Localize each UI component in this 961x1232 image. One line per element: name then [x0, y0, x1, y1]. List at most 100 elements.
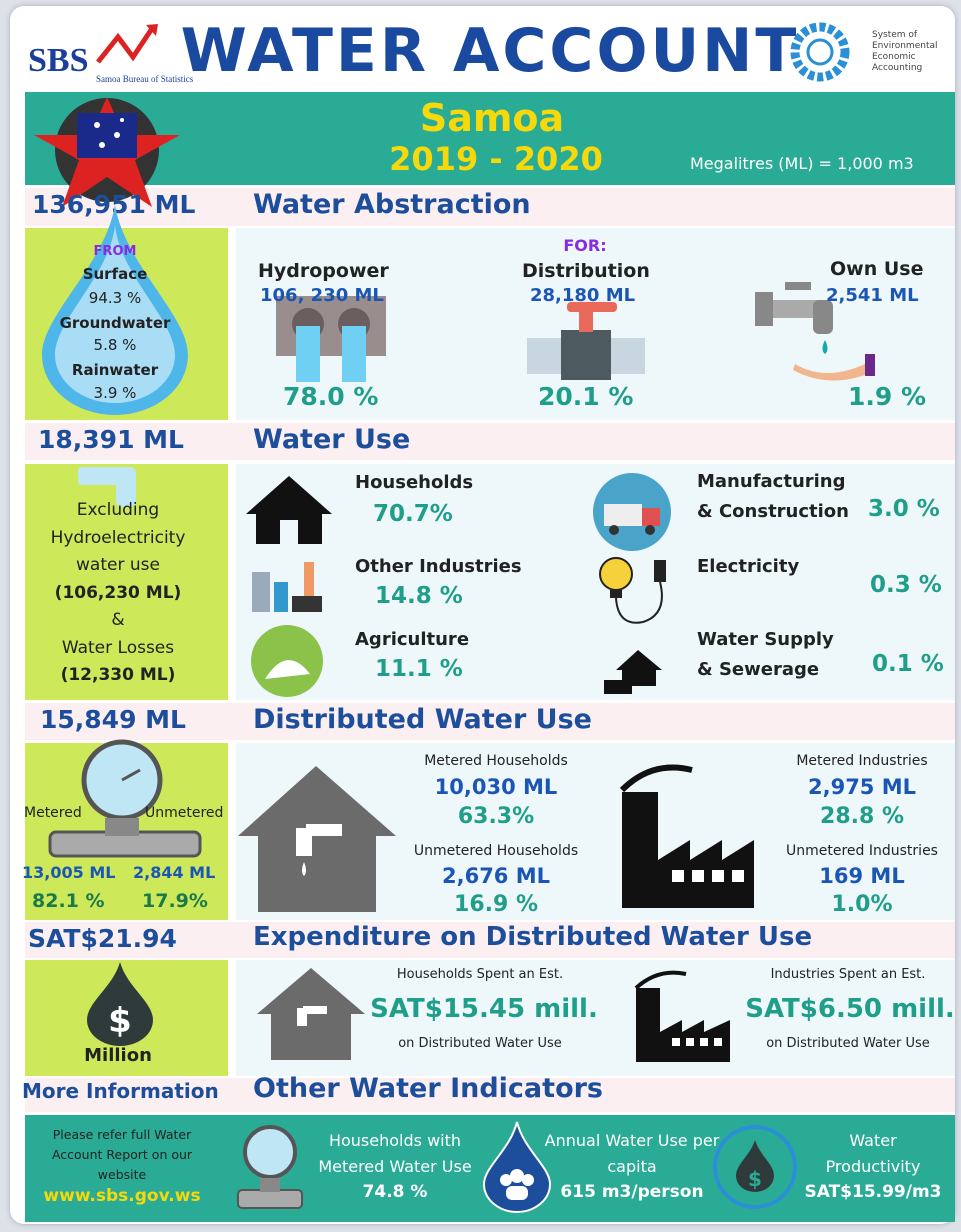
- section-heading: Other Water Indicators: [253, 1073, 603, 1104]
- section-total: 15,849 ML: [40, 705, 186, 734]
- section-heading: Expenditure on Distributed Water Use: [253, 922, 812, 952]
- dist-label: Unmetered Households: [414, 843, 578, 859]
- factory-icon: [630, 968, 740, 1062]
- meter-label: Metered: [24, 805, 82, 821]
- sector-name: Agriculture: [355, 629, 469, 650]
- seea-logo: [790, 22, 850, 82]
- dist-share: 28.8 %: [820, 804, 904, 829]
- seea-line: Environmental: [872, 41, 937, 52]
- unit-note: Megalitres (ML) = 1,000 m3: [690, 154, 914, 173]
- dist-amount: 2,975 ML: [808, 775, 916, 799]
- sector-name: Electricity: [697, 556, 799, 577]
- house-icon: [244, 474, 334, 546]
- note-line: (106,230 ML): [51, 580, 186, 608]
- indicator-label: Annual Water Use per capita: [545, 1128, 720, 1180]
- note-line: water use: [51, 552, 186, 580]
- section-heading: Distributed Water Use: [253, 704, 592, 735]
- use-amount: 2,541 ML: [826, 285, 919, 306]
- sector-share: 3.0 %: [868, 496, 940, 522]
- indicator-value: 615 m3/person: [560, 1182, 703, 1202]
- meter-label: Unmetered: [145, 805, 223, 821]
- page: SBS Samoa Bureau of Statistics WATER ACC…: [0, 0, 961, 1232]
- use-name: Hydropower: [258, 260, 389, 282]
- spend-pre: Households Spent an Est.: [397, 967, 563, 982]
- country: Samoa: [420, 96, 564, 140]
- indicator-label: Households with Metered Water Use: [300, 1128, 490, 1180]
- source-share: 94.3 %: [89, 289, 141, 307]
- house-tap-icon: [255, 966, 367, 1062]
- section-heading: Water Use: [253, 424, 410, 455]
- truck-icon: [592, 472, 672, 552]
- meter-share: 17.9%: [142, 890, 208, 912]
- note-line: (12,330 ML): [51, 662, 186, 690]
- indicator-label: Water Productivity: [808, 1128, 938, 1180]
- dist-amount: 10,030 ML: [435, 775, 558, 799]
- industry-icon: [252, 552, 324, 614]
- from-label: FROM: [94, 244, 137, 259]
- source-name: Rainwater: [72, 361, 158, 379]
- sector-name: & Sewerage: [697, 659, 819, 680]
- dist-label: Metered Industries: [796, 753, 927, 769]
- indicator-value: 74.8 %: [363, 1182, 428, 1202]
- use-name: Distribution: [522, 260, 650, 282]
- dist-amount: 169 ML: [819, 864, 904, 888]
- source-share: 3.9 %: [94, 384, 137, 402]
- dist-share: 1.0%: [831, 892, 892, 917]
- factory-icon: [612, 760, 772, 910]
- section-total: SAT$21.94: [28, 924, 177, 953]
- seea-text: System of Environmental Economic Account…: [872, 30, 937, 74]
- meter-amount: 2,844 ML: [133, 863, 215, 882]
- use-share: 20.1 %: [538, 382, 633, 411]
- dollar-icon: $: [712, 1124, 798, 1210]
- sector-name: & Construction: [697, 501, 849, 522]
- dollar-drop-icon: $: [85, 962, 155, 1046]
- sector-share: 11.1 %: [375, 656, 463, 682]
- logo-text: SBS: [28, 42, 89, 80]
- meter-share: 82.1 %: [32, 890, 105, 912]
- dist-label: Metered Households: [424, 753, 568, 769]
- expenditure-unit: Million: [84, 1045, 152, 1066]
- note-line: Hydroelectricity: [51, 525, 186, 553]
- people-drop-icon: [482, 1122, 552, 1214]
- sector-share: 14.8 %: [375, 583, 463, 609]
- seea-line: Accounting: [872, 63, 937, 74]
- source-name: Surface: [83, 265, 148, 283]
- dist-label: Unmetered Industries: [786, 843, 938, 859]
- sector-name: Water Supply: [697, 629, 834, 650]
- footer-note: Please refer full Water Account Report o…: [32, 1125, 212, 1185]
- use-amount: 28,180 ML: [530, 285, 635, 306]
- hydropower-icon: [276, 296, 386, 382]
- sector-name: Manufacturing: [697, 471, 846, 492]
- meter-amount: 13,005 ML: [22, 863, 115, 882]
- spend-post: on Distributed Water Use: [393, 1033, 568, 1054]
- seea-line: Economic: [872, 52, 937, 63]
- use-share: 78.0 %: [283, 382, 378, 411]
- for-label: FOR:: [563, 236, 606, 255]
- meter-icon: [234, 1124, 304, 1216]
- org-name: Samoa Bureau of Statistics: [96, 74, 193, 84]
- source-share: 5.8 %: [94, 336, 137, 354]
- section-total: 18,391 ML: [38, 425, 184, 454]
- dist-share: 16.9 %: [454, 892, 538, 917]
- svg-text:$: $: [748, 1167, 762, 1191]
- distribution-icon: [527, 300, 645, 380]
- dist-share: 63.3%: [458, 804, 534, 829]
- use-amount: 106, 230 ML: [260, 285, 384, 306]
- website[interactable]: www.sbs.gov.ws: [43, 1186, 200, 1206]
- sector-name: Households: [355, 472, 473, 493]
- spend-amount: SAT$6.50 mill.: [745, 994, 955, 1024]
- note-line: Water Losses: [51, 635, 186, 663]
- sector-name: Other Industries: [355, 556, 522, 577]
- spend-post: on Distributed Water Use: [761, 1033, 936, 1054]
- sector-share: 0.1 %: [872, 651, 944, 677]
- agriculture-icon: [250, 624, 324, 698]
- svg-text:$: $: [108, 1001, 132, 1041]
- use-name: Own Use: [830, 258, 923, 280]
- title: WATER ACCOUNT: [181, 16, 800, 86]
- dist-amount: 2,676 ML: [442, 864, 550, 888]
- note-line: Excluding: [51, 497, 186, 525]
- more-info-label: More Information: [22, 1079, 219, 1103]
- note-line: &: [51, 607, 186, 635]
- period: 2019 - 2020: [389, 140, 603, 178]
- spend-amount: SAT$15.45 mill.: [370, 994, 598, 1024]
